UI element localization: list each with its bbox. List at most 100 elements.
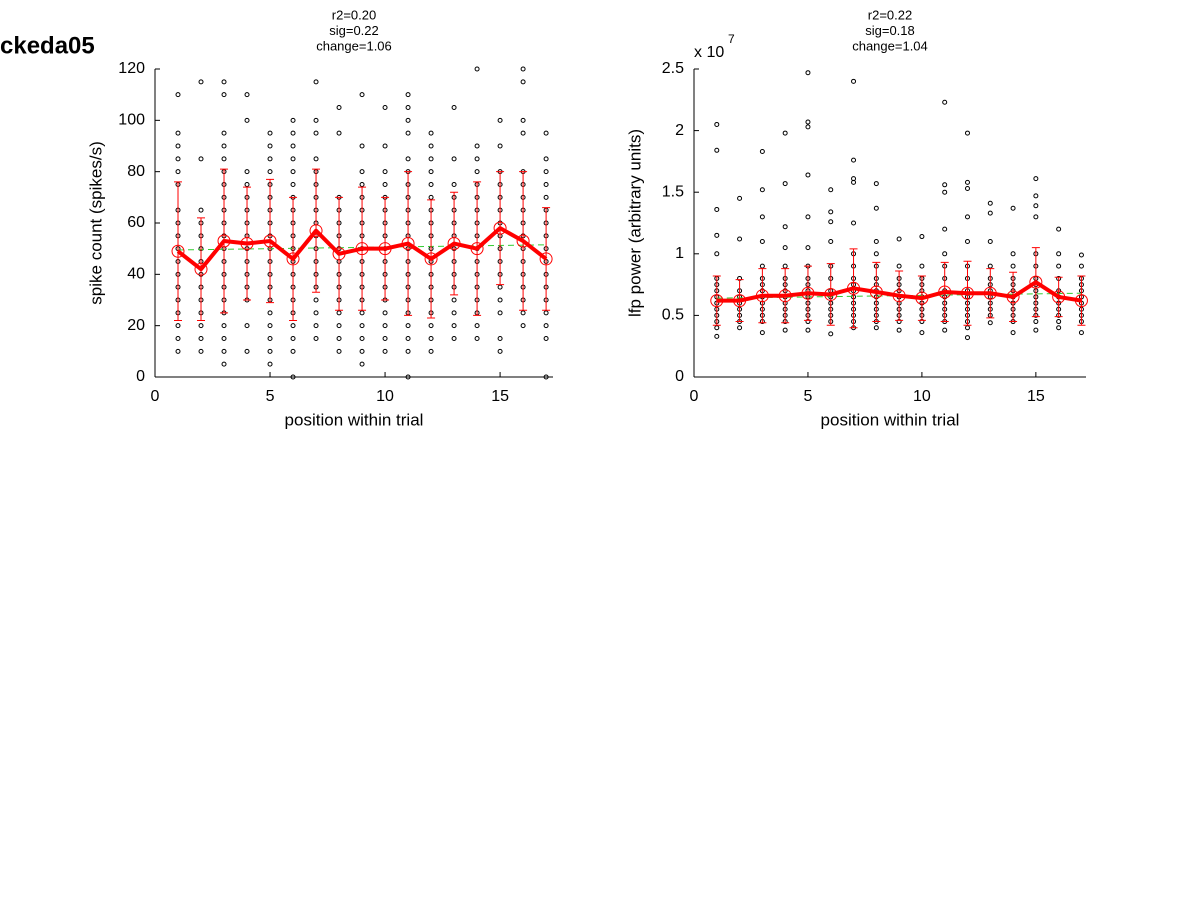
data-point [336, 323, 342, 329]
mean-marker [1006, 290, 1020, 304]
y-tick-label: 1 [675, 245, 684, 262]
chart-title: change=1.06 [316, 38, 392, 53]
data-point [497, 310, 503, 316]
data-point [1078, 263, 1084, 269]
mean-marker [194, 262, 208, 276]
data-point [873, 238, 879, 244]
data-point [382, 105, 388, 110]
data-point [175, 336, 181, 341]
data-point [313, 297, 319, 303]
y-axis-label: lfp power (arbitrary units) [625, 129, 644, 317]
data-point [267, 323, 273, 329]
data-point [714, 147, 720, 153]
data-point [382, 310, 388, 316]
data-point [428, 182, 434, 187]
data-point [964, 179, 970, 185]
data-point [428, 194, 434, 200]
data-point [964, 214, 970, 220]
mean-marker [778, 289, 792, 303]
y-axis-label: spike count (spikes/s) [86, 141, 105, 304]
data-point [1078, 330, 1084, 336]
data-point [405, 117, 411, 123]
data-point [451, 310, 457, 316]
mean-marker [801, 286, 815, 300]
data-point [1056, 325, 1062, 331]
data-point [428, 169, 434, 175]
error-bar [174, 181, 183, 322]
data-point [313, 130, 319, 136]
data-point [896, 236, 902, 242]
x-axis-label: position within trial [285, 410, 424, 429]
chart-title: r2=0.20 [332, 7, 376, 22]
data-point [290, 374, 296, 380]
data-point [964, 130, 970, 136]
mean-marker [869, 285, 883, 299]
data-point [873, 181, 879, 187]
mean-marker [755, 289, 769, 303]
data-point [336, 105, 342, 110]
data-point [714, 325, 720, 331]
data-point [474, 169, 480, 175]
data-point [873, 205, 879, 211]
data-point [782, 245, 788, 251]
data-point [428, 348, 434, 354]
data-point [851, 176, 857, 182]
y-tick-label: 0.5 [662, 307, 684, 324]
data-point [1056, 263, 1062, 269]
data-point [313, 117, 319, 123]
data-point [543, 310, 549, 316]
data-point [221, 130, 227, 136]
mean-marker [401, 237, 415, 251]
data-point [1033, 203, 1039, 209]
data-point [405, 374, 411, 380]
data-point [474, 66, 480, 72]
y-tick-label: 0 [136, 368, 145, 385]
data-point [474, 336, 480, 341]
data-point [782, 263, 788, 269]
data-point [805, 245, 811, 251]
data-point [1078, 252, 1084, 258]
data-point [244, 169, 250, 175]
y-multiplier-exponent: 7 [728, 32, 735, 46]
x-tick-label: 0 [151, 388, 160, 405]
mean-marker [470, 242, 484, 256]
data-point [336, 130, 342, 136]
mean-marker [1074, 294, 1088, 308]
data-point [714, 232, 720, 238]
data-point [737, 325, 743, 331]
data-point [1010, 263, 1016, 269]
data-point [405, 156, 411, 162]
data-point [244, 117, 250, 123]
data-point [543, 130, 549, 136]
data-point [359, 323, 365, 329]
data-point [942, 99, 948, 105]
x-tick-label: 10 [376, 388, 394, 405]
data-point [497, 297, 503, 303]
data-point [474, 143, 480, 149]
data-point [1056, 251, 1062, 257]
data-point [543, 156, 549, 162]
data-point [313, 310, 319, 316]
data-point [942, 327, 948, 333]
mean-marker [447, 237, 461, 251]
y-tick-label: 1.5 [662, 183, 684, 200]
data-point [405, 336, 411, 341]
chart-title: sig=0.18 [865, 23, 915, 38]
data-point [737, 195, 743, 201]
data-point [451, 156, 457, 162]
data-point [520, 323, 526, 329]
chart-title: sig=0.22 [329, 23, 379, 38]
data-point [198, 336, 204, 341]
data-point [336, 336, 342, 341]
data-point [290, 336, 296, 341]
chart-title: r2=0.22 [868, 7, 912, 22]
data-point [714, 121, 720, 127]
data-point [382, 169, 388, 175]
data-point [267, 361, 273, 367]
data-point [828, 209, 834, 215]
y-multiplier: x 10 [694, 44, 724, 61]
data-point [942, 182, 948, 188]
data-point [520, 117, 526, 123]
data-point [543, 336, 549, 341]
data-point [313, 79, 319, 85]
